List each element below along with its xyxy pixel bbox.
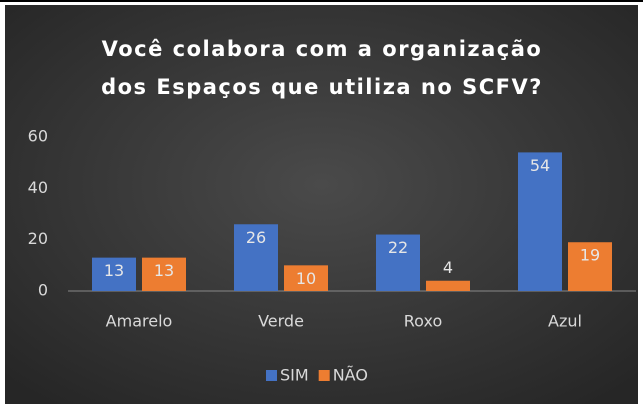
- bar: [142, 257, 186, 291]
- y-tick-label: 60: [28, 127, 48, 146]
- data-label: 26: [246, 228, 266, 247]
- legend-label: NÃO: [333, 366, 368, 385]
- legend-swatch: [318, 370, 330, 381]
- data-label: 19: [580, 246, 600, 265]
- data-label: 54: [530, 156, 550, 175]
- legend-swatch: [266, 370, 277, 381]
- x-tick-label: Azul: [548, 312, 582, 331]
- chart-title: dos Espaços que utiliza no SCFV?: [101, 75, 543, 99]
- data-label: 22: [388, 238, 408, 257]
- bar: [376, 234, 420, 291]
- y-tick-label: 40: [28, 178, 48, 197]
- data-label: 13: [154, 261, 174, 280]
- chart-title: Você colabora com a organização: [102, 37, 543, 61]
- y-tick-label: 0: [38, 281, 48, 300]
- bar: [284, 265, 328, 291]
- y-tick-label: 20: [28, 229, 48, 248]
- x-tick-label: Roxo: [404, 312, 442, 331]
- x-tick-label: Amarelo: [106, 312, 173, 331]
- bar: [234, 224, 278, 291]
- legend-label: SIM: [280, 366, 309, 385]
- data-label: 13: [104, 261, 124, 280]
- x-tick-label: Verde: [258, 312, 304, 331]
- bar: [426, 280, 470, 291]
- data-label: 4: [443, 258, 453, 277]
- bar: [568, 242, 612, 291]
- data-label: 10: [296, 269, 316, 288]
- bar: [518, 152, 562, 291]
- bar: [92, 257, 136, 291]
